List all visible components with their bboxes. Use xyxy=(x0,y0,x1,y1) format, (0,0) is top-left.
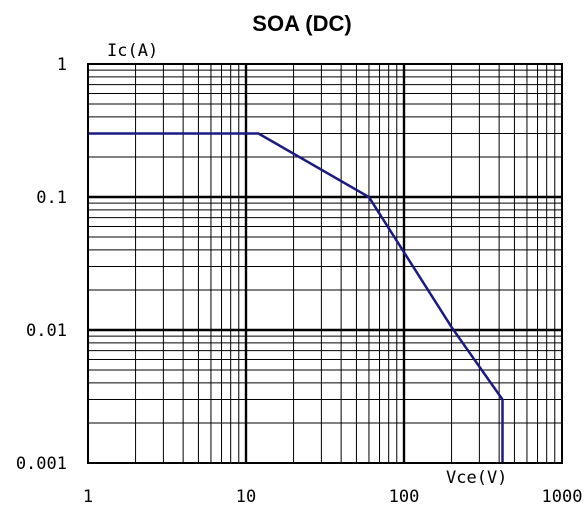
x-tick-label: 100 xyxy=(389,487,420,507)
x-tick-label: 10 xyxy=(236,487,256,507)
grid xyxy=(88,64,562,463)
series-layer xyxy=(88,132,504,463)
tick-labels: 1 10 100 1000 1 0.1 0.01 0.001 xyxy=(16,55,583,507)
chart-title: SOA (DC) xyxy=(252,11,351,36)
plot-frame xyxy=(87,63,563,464)
y-axis-label: Ic(A) xyxy=(107,41,158,61)
soa-boundary-line xyxy=(88,132,504,463)
y-tick-label: 0.001 xyxy=(16,454,67,474)
x-axis-label: Vce(V) xyxy=(446,468,507,488)
x-tick-label: 1 xyxy=(83,487,93,507)
x-tick-label: 1000 xyxy=(542,487,583,507)
y-tick-label: 0.01 xyxy=(26,321,67,341)
y-tick-label: 1 xyxy=(57,55,67,75)
y-tick-label: 0.1 xyxy=(36,188,67,208)
